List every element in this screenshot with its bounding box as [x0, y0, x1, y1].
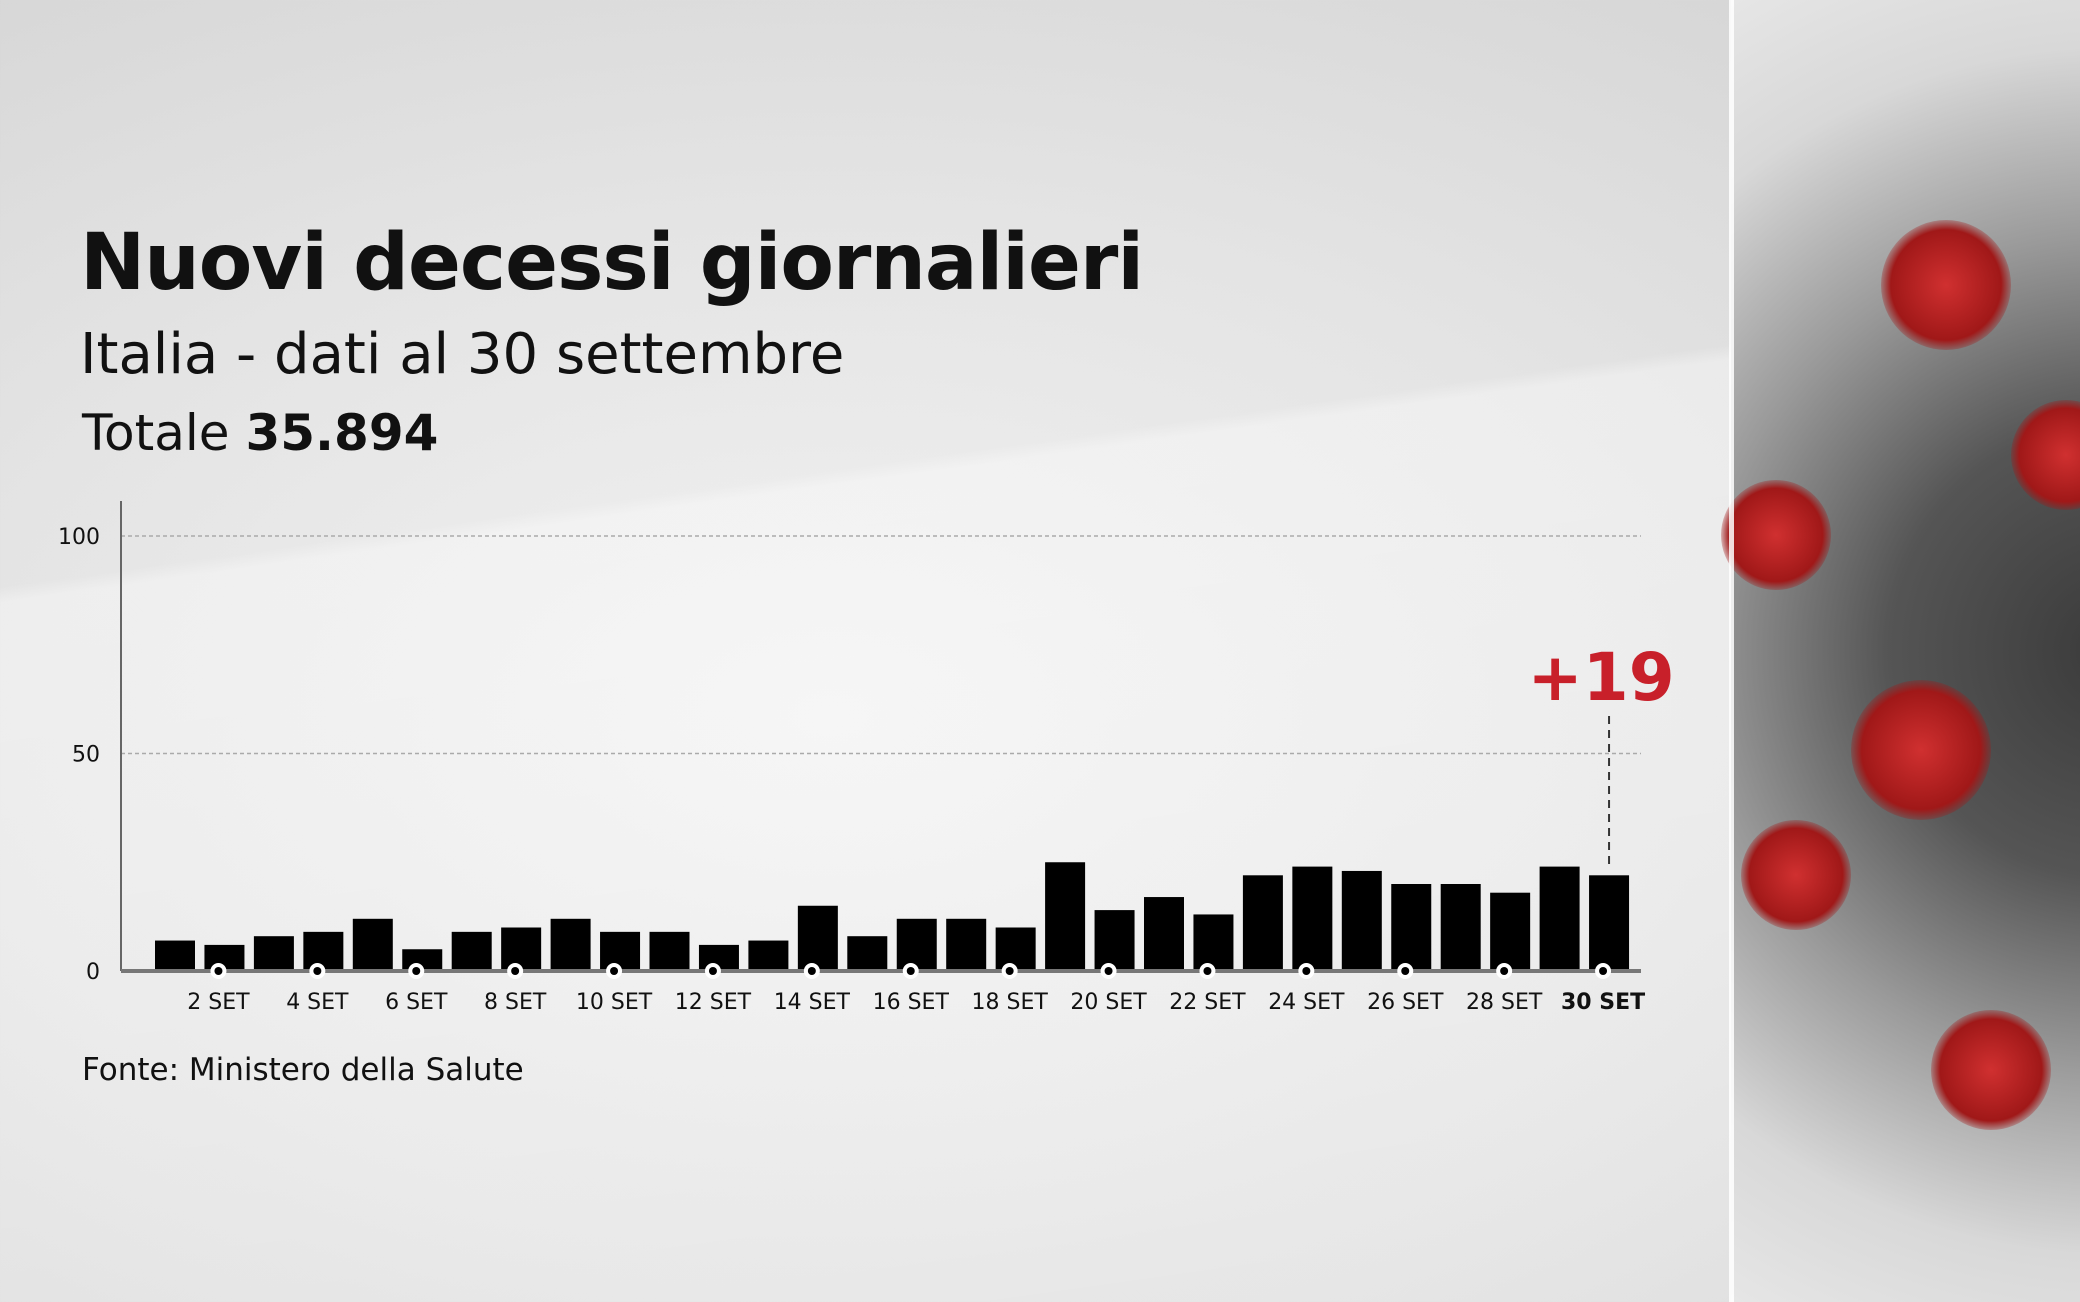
y-tick-label: 100	[58, 525, 100, 550]
x-tick-label: 18 SET	[972, 990, 1049, 1015]
tick-marker-dot	[1302, 967, 1311, 975]
total: Totale 35.894	[82, 404, 438, 462]
tick-marker-dot	[313, 967, 322, 975]
x-tick-label: 30 SET	[1561, 990, 1645, 1015]
x-tick-label: 16 SET	[873, 990, 950, 1015]
x-tick-label: 6 SET	[385, 990, 448, 1015]
x-tick-label: 20 SET	[1070, 990, 1147, 1015]
x-tick-label: 14 SET	[774, 990, 851, 1015]
bar	[253, 936, 294, 971]
tick-marker-dot	[511, 967, 520, 975]
source-note: Fonte: Ministero della Salute	[82, 1052, 524, 1088]
x-tick-label: 22 SET	[1169, 990, 1246, 1015]
x-tick-label: 24 SET	[1268, 990, 1345, 1015]
bar	[1144, 897, 1184, 971]
bar	[1391, 884, 1432, 971]
bar	[1440, 884, 1481, 971]
chart-title: Nuovi decessi giornalieri	[80, 218, 1144, 308]
bar	[1045, 862, 1086, 971]
bar	[748, 940, 789, 971]
bar	[303, 931, 344, 971]
tick-marker-dot	[214, 967, 223, 975]
x-tick-label: 12 SET	[675, 990, 752, 1015]
virus-image	[1721, 0, 2080, 1302]
annotation-label: +19	[1527, 639, 1674, 716]
tick-marker-dot	[906, 967, 915, 975]
bar	[352, 918, 393, 971]
bar	[1242, 875, 1283, 971]
divider	[1729, 0, 1734, 1302]
y-tick-label: 0	[86, 960, 100, 985]
y-tick-label: 50	[72, 743, 100, 768]
bar	[1094, 910, 1135, 971]
bar	[155, 940, 195, 971]
bar	[1341, 870, 1382, 971]
x-tick-label: 10 SET	[576, 990, 653, 1015]
tick-marker-dot	[1203, 967, 1212, 975]
tick-marker-dot	[412, 967, 421, 975]
bar	[797, 905, 838, 971]
bar	[1490, 892, 1531, 971]
tick-marker-dot	[1005, 967, 1014, 975]
x-tick-label: 4 SET	[286, 990, 349, 1015]
bar	[847, 936, 888, 971]
x-tick-label: 2 SET	[187, 990, 250, 1015]
x-tick-label: 8 SET	[484, 990, 547, 1015]
x-tick-label: 28 SET	[1466, 990, 1543, 1015]
bar	[1193, 914, 1234, 971]
bar	[451, 931, 492, 971]
total-value: 35.894	[245, 404, 439, 462]
tick-marker-dot	[1599, 967, 1608, 975]
tick-marker-dot	[610, 967, 619, 975]
bar	[995, 927, 1036, 971]
bar	[1539, 866, 1580, 971]
tick-marker-dot	[1500, 967, 1509, 975]
background-band	[0, 0, 1731, 1302]
bar	[1589, 875, 1630, 971]
total-label: Totale	[82, 404, 230, 462]
tick-marker-dot	[807, 967, 816, 975]
chart-subtitle: Italia - dati al 30 settembre	[80, 322, 845, 387]
tick-marker-dot	[1401, 967, 1410, 975]
bar	[550, 918, 591, 971]
bar	[501, 927, 542, 971]
x-tick-label: 26 SET	[1367, 990, 1444, 1015]
bar	[600, 931, 641, 971]
bar	[946, 918, 987, 971]
bar	[1292, 866, 1333, 971]
tick-marker-dot	[708, 967, 717, 975]
tick-marker-dot	[1104, 967, 1113, 975]
bar	[649, 931, 690, 971]
bar	[896, 918, 937, 971]
